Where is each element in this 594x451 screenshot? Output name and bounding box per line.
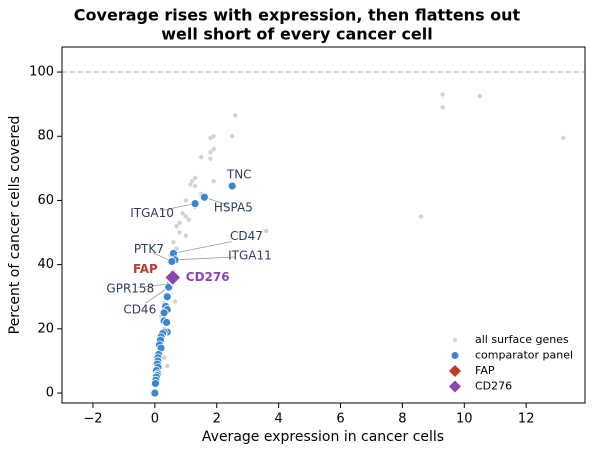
point (208, 150, 213, 155)
legend-label: all surface genes (475, 333, 569, 346)
point (192, 183, 198, 189)
y-tick-label: 40 (37, 257, 54, 272)
y-tick-label: 20 (37, 321, 54, 336)
point (561, 135, 566, 141)
leader-line (160, 203, 196, 212)
x-tick-label: 4 (274, 412, 282, 427)
point (190, 199, 200, 209)
point (230, 134, 235, 139)
point (227, 181, 237, 191)
highlight-label: FAP (133, 262, 158, 276)
legend-label: FAP (475, 364, 495, 377)
point (150, 388, 160, 398)
point (199, 192, 209, 202)
point (162, 318, 172, 327)
legend-marker (451, 352, 459, 359)
point (159, 308, 169, 318)
point-label: CD46 (123, 303, 156, 317)
diamond-marker (164, 268, 182, 287)
chart-title: well short of every cancer cell (161, 25, 433, 44)
point (208, 135, 213, 141)
x-tick-label: 8 (398, 412, 406, 427)
point (192, 175, 198, 181)
point (186, 217, 192, 222)
point (177, 220, 182, 226)
chart-title: Coverage rises with expression, then fla… (74, 6, 521, 25)
point-label: PTK7 (134, 242, 164, 256)
point-label: ITGA11 (228, 248, 272, 262)
y-tick-label: 60 (37, 193, 54, 208)
legend-marker (449, 380, 461, 393)
legend-label: CD276 (475, 380, 512, 393)
point (183, 214, 188, 219)
point (165, 363, 170, 368)
legend-marker (449, 365, 461, 377)
legend-marker (453, 338, 457, 342)
point (177, 230, 182, 235)
point (208, 156, 213, 161)
y-tick-label: 100 (29, 65, 54, 80)
point (171, 239, 176, 245)
x-tick-label: 10 (456, 412, 473, 427)
point-label: TNC (226, 167, 252, 181)
point (183, 233, 188, 238)
legend-label: comparator panel (475, 349, 573, 362)
point (180, 211, 185, 216)
point (199, 154, 204, 160)
point (172, 299, 178, 304)
y-tick-label: 80 (37, 129, 54, 144)
point (264, 228, 269, 234)
point-label: GPR158 (106, 281, 154, 295)
point (151, 379, 160, 388)
y-axis-label: Percent of cancer cells covered (7, 116, 23, 335)
point (477, 93, 482, 99)
point (440, 105, 445, 110)
point-label: ITGA10 (130, 206, 174, 220)
leader-line (174, 256, 235, 261)
leader-line (145, 286, 169, 304)
point (440, 92, 445, 97)
point (233, 113, 238, 118)
point-label: CD47 (230, 229, 263, 243)
plot-frame (61, 46, 586, 404)
point (161, 355, 167, 360)
point (164, 282, 174, 292)
highlight-label: CD276 (186, 270, 230, 284)
point (162, 292, 172, 302)
point-label: HSPA5 (214, 201, 253, 215)
point (183, 198, 188, 203)
y-tick-label: 0 (46, 386, 54, 401)
x-tick-label: 6 (336, 412, 344, 427)
point (211, 178, 216, 184)
x-tick-label: −2 (83, 412, 102, 427)
leader-line (173, 241, 232, 254)
leader-line (138, 283, 171, 288)
point (167, 257, 177, 266)
x-tick-label: 12 (518, 412, 535, 427)
point (174, 223, 179, 229)
x-axis-label: Average expression in cancer cells (202, 429, 444, 445)
x-tick-label: 2 (213, 412, 221, 427)
x-tick-label: 0 (151, 412, 159, 427)
point (211, 146, 216, 152)
point (188, 182, 193, 187)
point (418, 214, 424, 219)
